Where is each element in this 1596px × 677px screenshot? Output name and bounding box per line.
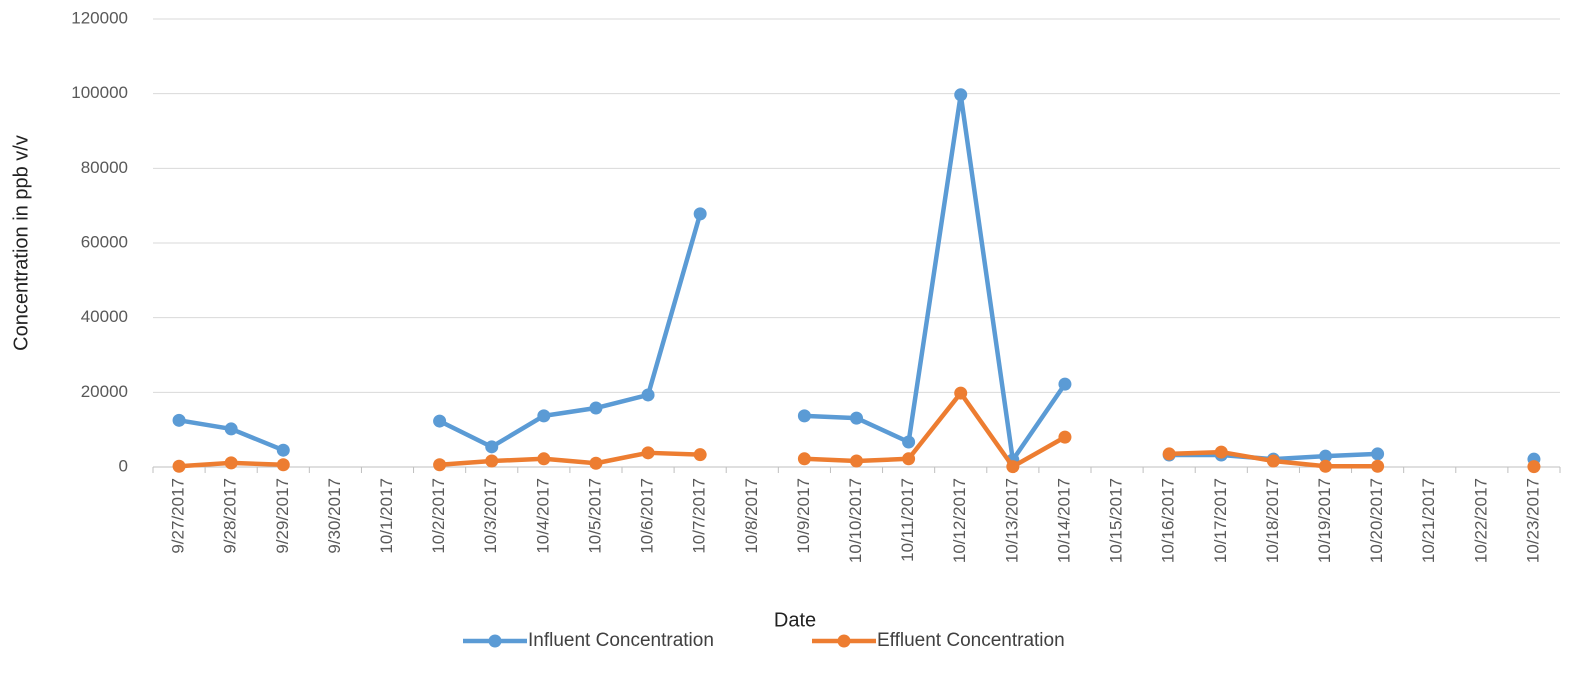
data-point: [1058, 377, 1072, 391]
data-point: [589, 456, 603, 470]
data-point: [485, 440, 499, 454]
data-point: [693, 207, 707, 221]
x-tick-label: 9/28/2017: [221, 478, 240, 554]
data-point: [954, 386, 968, 400]
data-point: [954, 88, 968, 102]
y-tick-label: 60000: [81, 232, 128, 251]
data-point: [1214, 445, 1228, 459]
y-tick-label: 0: [119, 456, 128, 475]
x-tick-label: 10/19/2017: [1315, 478, 1334, 563]
x-tick-label: 10/15/2017: [1107, 478, 1126, 563]
data-point: [1371, 447, 1385, 461]
x-tick-label: 10/7/2017: [690, 478, 709, 554]
data-point: [276, 443, 290, 457]
x-tick-label: 10/9/2017: [794, 478, 813, 554]
data-point: [1319, 449, 1332, 463]
x-tick-label: 10/8/2017: [742, 478, 761, 554]
x-tick-label: 10/1/2017: [377, 478, 396, 554]
x-tick-label: 10/6/2017: [638, 478, 657, 554]
data-point: [224, 456, 238, 470]
x-tick-label: 10/18/2017: [1263, 478, 1282, 563]
x-tick-label: 9/30/2017: [325, 478, 344, 554]
data-point: [537, 452, 551, 466]
x-tick-label: 10/5/2017: [585, 478, 604, 554]
legend-label: Effluent Concentration: [877, 630, 1065, 651]
y-tick-label: 80000: [81, 158, 128, 177]
data-point: [589, 401, 603, 415]
data-point: [693, 448, 707, 462]
data-point: [1058, 430, 1072, 444]
y-tick-label: 20000: [81, 382, 128, 401]
x-tick-label: 10/3/2017: [481, 478, 500, 554]
data-point: [1319, 459, 1332, 473]
series-line: [179, 95, 1534, 460]
x-tick-label: 10/13/2017: [1002, 478, 1021, 563]
legend-marker: [837, 634, 851, 648]
x-tick-label: 10/12/2017: [950, 478, 969, 563]
data-point: [172, 413, 186, 427]
data-point: [537, 409, 551, 423]
x-tick-label: 10/16/2017: [1159, 478, 1178, 563]
y-axis-title: Concentration in ppb v/v: [10, 135, 32, 351]
x-tick-label: 10/2/2017: [429, 478, 448, 554]
legend-marker: [488, 634, 502, 648]
x-tick-label: 9/27/2017: [169, 478, 188, 554]
data-point: [850, 411, 863, 425]
x-tick-label: 10/10/2017: [846, 478, 865, 563]
x-tick-label: 10/4/2017: [533, 478, 552, 554]
x-tick-label: 10/23/2017: [1523, 478, 1542, 563]
data-point: [641, 388, 655, 402]
x-axis-title: Date: [774, 609, 816, 631]
data-point: [641, 446, 655, 460]
data-point: [433, 458, 447, 472]
x-tick-label: 10/22/2017: [1471, 478, 1490, 563]
y-tick-label: 40000: [81, 307, 128, 326]
data-point: [485, 454, 499, 468]
y-tick-label: 120000: [71, 8, 128, 27]
x-tick-label: 10/21/2017: [1419, 478, 1438, 563]
data-point: [797, 452, 811, 466]
data-point: [433, 414, 447, 428]
data-point: [797, 409, 811, 423]
x-tick-label: 10/20/2017: [1367, 478, 1386, 563]
data-point: [224, 422, 238, 436]
data-point: [902, 435, 916, 449]
data-point: [850, 454, 863, 468]
data-point: [1006, 460, 1020, 474]
data-point: [1266, 454, 1280, 468]
legend-label: Influent Concentration: [528, 630, 714, 651]
x-tick-label: 10/17/2017: [1211, 478, 1230, 563]
data-point: [172, 459, 186, 473]
data-point: [1371, 459, 1385, 473]
data-point: [1162, 447, 1176, 461]
x-tick-label: 10/11/2017: [898, 478, 917, 562]
data-point: [1527, 460, 1541, 474]
data-point: [902, 452, 916, 466]
data-point: [276, 458, 290, 472]
y-tick-label: 100000: [71, 83, 128, 102]
x-tick-label: 10/14/2017: [1054, 478, 1073, 563]
x-tick-label: 9/29/2017: [273, 478, 292, 554]
